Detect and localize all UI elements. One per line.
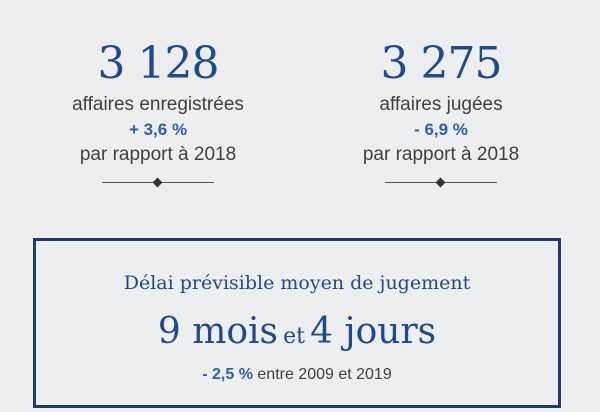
diamond-icon [435,177,446,188]
judgment-delay-value: 9 mois et 4 jours [36,307,558,363]
delay-months: 9 mois [157,311,279,352]
separator-ornament [385,177,497,189]
diamond-icon [152,177,163,188]
judgment-delay-change: - 2,5 % entre 2009 et 2019 [36,363,558,387]
registered-cases-reference: par rapport à 2018 [79,144,237,165]
delay-connector: et [283,324,305,349]
judgment-delay-title: Délai prévisible moyen de jugement [123,272,471,294]
delay-change-percent: - 2,5 % [202,366,253,383]
judged-cases-delta: - 6,9 % [414,120,468,139]
judged-cases-stat: 3 275 affaires jugées - 6,9 % par rappor… [311,36,571,189]
registered-cases-label: affaires enregistrées [72,94,244,115]
judged-cases-value: 3 275 [380,38,503,89]
registered-cases-delta: + 3,6 % [128,120,188,139]
separator-ornament [102,177,214,189]
judged-cases-reference: par rapport à 2018 [362,144,520,165]
registered-cases-value: 3 128 [97,38,220,89]
judgment-delay-box: Délai prévisible moyen de jugement 9 moi… [33,238,561,408]
judged-cases-label: affaires jugées [379,94,503,115]
delay-change-period: entre 2009 et 2019 [257,366,392,383]
delay-days: 4 jours [310,311,437,352]
registered-cases-stat: 3 128 affaires enregistrées + 3,6 % par … [28,36,288,189]
